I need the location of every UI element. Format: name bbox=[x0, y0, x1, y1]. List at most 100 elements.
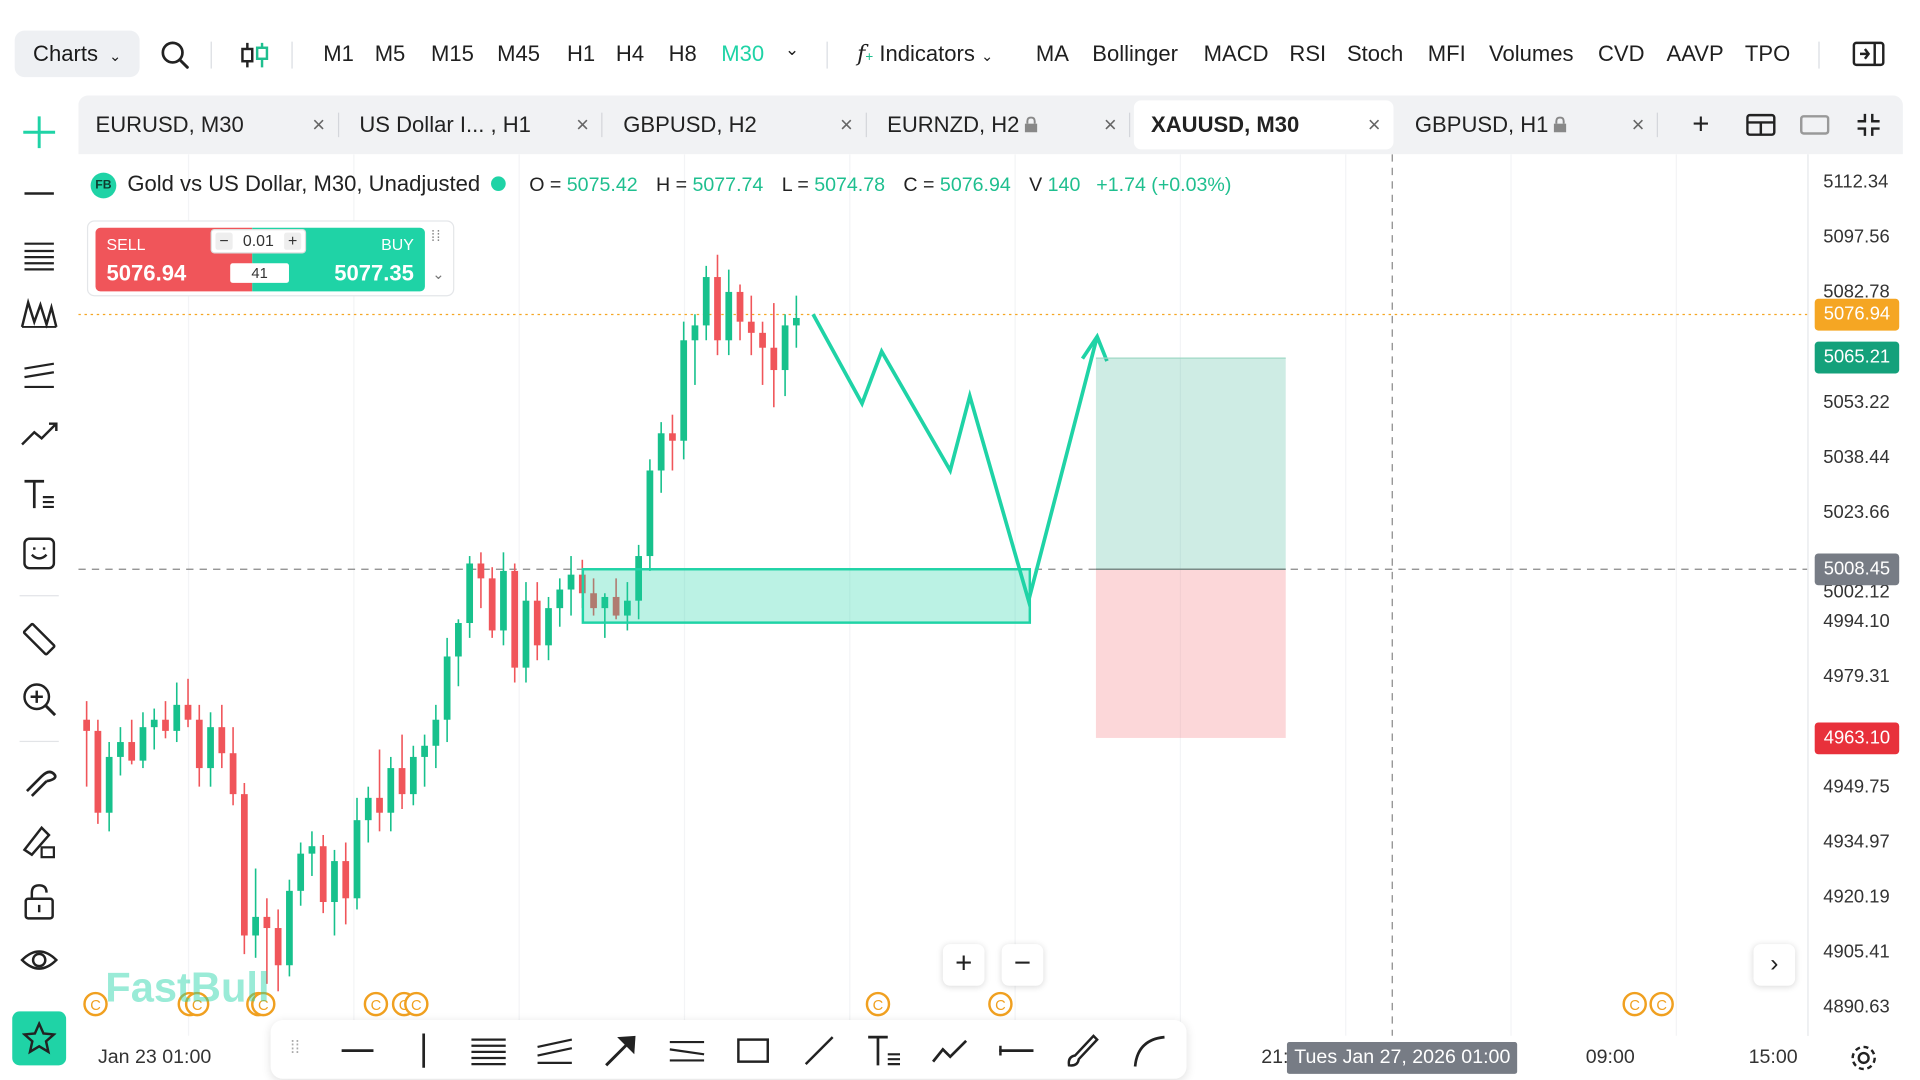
chart-tab[interactable]: GBPUSD, H1 × bbox=[1398, 100, 1658, 149]
indicator-tpo[interactable]: TPO bbox=[1744, 41, 1791, 67]
symbol-title[interactable]: Gold vs US Dollar, M30, Unadjusted bbox=[127, 171, 481, 196]
indicator-macd[interactable]: MACD bbox=[1203, 41, 1269, 67]
price-chart[interactable]: CCCCCCCCCCCCFastBull bbox=[78, 154, 1808, 1036]
collapse-panel-icon[interactable] bbox=[1851, 37, 1885, 71]
timeframe-m15[interactable]: M15 bbox=[431, 41, 474, 67]
unlock-icon[interactable] bbox=[17, 879, 61, 923]
pitchfork-icon[interactable] bbox=[669, 1032, 706, 1069]
chart-tab[interactable]: EURUSD, M30 × bbox=[78, 100, 339, 149]
candle-body bbox=[714, 277, 721, 341]
channel-icon[interactable] bbox=[17, 353, 61, 397]
indicators-button[interactable]: f+ Indicators ⌄ bbox=[857, 41, 994, 68]
indicator-stoch[interactable]: Stoch bbox=[1346, 41, 1404, 67]
chart-tab[interactable]: GBPUSD, H2 × bbox=[606, 100, 867, 149]
horizontal-line-icon[interactable] bbox=[17, 171, 61, 215]
crosshair-icon[interactable] bbox=[17, 110, 61, 154]
timeframe-m30[interactable]: M30 bbox=[721, 41, 765, 67]
fullscreen-icon[interactable] bbox=[1855, 111, 1882, 144]
decrease-lot-button[interactable]: − bbox=[215, 232, 233, 250]
chart-canvas[interactable]: CCCCCCCCCCCCFastBull bbox=[78, 154, 1808, 1036]
rectangle-icon[interactable] bbox=[735, 1032, 772, 1069]
timeframe-m1[interactable]: M1 bbox=[323, 41, 354, 67]
timeframe-m5[interactable]: M5 bbox=[374, 41, 406, 67]
increase-lot-button[interactable]: + bbox=[284, 232, 302, 250]
candle-body bbox=[117, 742, 124, 757]
candle-body bbox=[601, 596, 609, 609]
trend-icon[interactable] bbox=[17, 411, 61, 455]
projection-arrowhead bbox=[1080, 332, 1109, 362]
indicator-volumes[interactable]: Volumes bbox=[1488, 41, 1574, 67]
indicator-bollinger[interactable]: Bollinger bbox=[1092, 41, 1179, 67]
chart-tab[interactable]: US Dollar I... , H1 × bbox=[342, 100, 603, 149]
close-tab-icon[interactable]: × bbox=[576, 112, 589, 138]
ruler-icon[interactable] bbox=[17, 617, 61, 661]
event-marker-letter: C bbox=[1629, 998, 1640, 1014]
add-tab-icon[interactable]: + bbox=[1692, 107, 1710, 141]
search-icon[interactable] bbox=[159, 39, 191, 71]
chevron-down-icon[interactable]: ⌄ bbox=[432, 265, 445, 283]
polyline-icon[interactable] bbox=[932, 1032, 969, 1069]
parallel-channel-icon[interactable] bbox=[536, 1032, 573, 1069]
zoom-out-button[interactable]: − bbox=[1001, 944, 1044, 986]
indicator-mfi[interactable]: MFI bbox=[1427, 41, 1466, 67]
vertical-line-icon[interactable] bbox=[405, 1032, 442, 1069]
close-tab-icon[interactable]: × bbox=[1103, 112, 1117, 138]
timeframe-h1[interactable]: H1 bbox=[566, 41, 596, 67]
zoom-in-button[interactable]: + bbox=[942, 944, 985, 986]
close-tab-icon[interactable]: × bbox=[839, 112, 853, 138]
crosshair-time-label: Tues Jan 27, 2026 01:00 bbox=[1286, 1042, 1518, 1074]
timeframe-h8[interactable]: H8 bbox=[668, 41, 697, 67]
text-icon[interactable] bbox=[866, 1032, 903, 1069]
magnet-icon[interactable] bbox=[17, 757, 61, 801]
close-tab-icon[interactable]: × bbox=[312, 112, 326, 138]
candlestick-type-icon[interactable] bbox=[239, 39, 271, 71]
candle-body bbox=[353, 820, 361, 899]
fib-levels-icon[interactable] bbox=[17, 233, 61, 277]
indicator-cvd[interactable]: CVD bbox=[1597, 41, 1645, 67]
pattern-icon[interactable] bbox=[17, 291, 61, 335]
indicator-ma[interactable]: MA bbox=[1035, 41, 1069, 67]
left-drawing-toolbar bbox=[0, 95, 79, 1080]
candle-body bbox=[545, 608, 552, 646]
candle-body bbox=[567, 574, 575, 590]
lot-stepper[interactable]: − 0.01 + bbox=[210, 228, 307, 254]
event-marker-letter: C bbox=[1656, 998, 1667, 1014]
scroll-right-button[interactable]: › bbox=[1753, 944, 1796, 986]
close-tab-icon[interactable]: × bbox=[1631, 112, 1645, 138]
arrow-icon[interactable] bbox=[602, 1032, 639, 1069]
favorite-star-button[interactable] bbox=[12, 1011, 67, 1066]
zoom-in-icon[interactable] bbox=[17, 677, 61, 721]
arc-icon[interactable] bbox=[1130, 1032, 1167, 1069]
brush-icon[interactable] bbox=[1064, 1032, 1101, 1069]
ray-icon[interactable] bbox=[998, 1032, 1035, 1069]
drag-handle-icon[interactable]: ⁞⁞ bbox=[290, 1037, 300, 1057]
window-icon[interactable] bbox=[1800, 114, 1830, 142]
chart-tab[interactable]: XAUUSD, M30 × bbox=[1133, 100, 1393, 150]
price-axis[interactable]: 5112.34 5097.56 5082.78 5053.22 5038.44 5023.… bbox=[1807, 154, 1920, 1036]
drag-handle-icon[interactable]: ⁞⁞ bbox=[431, 227, 442, 245]
candle-body bbox=[624, 600, 631, 616]
fib-retracement-icon[interactable] bbox=[470, 1032, 507, 1069]
lock-brush-icon[interactable] bbox=[17, 818, 61, 862]
close-tab-icon[interactable]: × bbox=[1367, 112, 1381, 138]
tab-label: US Dollar I... , H1 bbox=[359, 112, 531, 138]
lock-icon bbox=[1548, 113, 1566, 137]
charts-dropdown[interactable]: Charts ⌄ bbox=[14, 30, 140, 78]
candle-body bbox=[139, 727, 147, 761]
candle-body bbox=[792, 317, 800, 326]
more-timeframes-chevron-icon[interactable]: ⌄ bbox=[784, 39, 800, 59]
timeframe-h4[interactable]: H4 bbox=[615, 41, 645, 67]
text-tool-icon[interactable] bbox=[17, 473, 61, 517]
lot-value[interactable]: 0.01 bbox=[242, 231, 274, 250]
layout-icon[interactable] bbox=[1746, 113, 1776, 144]
horizontal-line-icon[interactable] bbox=[339, 1032, 376, 1069]
time-label: 09:00 bbox=[1585, 1046, 1635, 1068]
settings-gear-icon[interactable] bbox=[1849, 1043, 1878, 1079]
trend-line-icon[interactable] bbox=[801, 1032, 838, 1069]
timeframe-m45[interactable]: M45 bbox=[497, 41, 541, 67]
chart-tab[interactable]: EURNZD, H2 × bbox=[870, 100, 1131, 149]
emoji-icon[interactable] bbox=[17, 531, 61, 575]
indicator-aavp[interactable]: AAVP bbox=[1666, 41, 1724, 67]
eye-icon[interactable] bbox=[17, 938, 61, 982]
indicator-rsi[interactable]: RSI bbox=[1289, 41, 1327, 67]
